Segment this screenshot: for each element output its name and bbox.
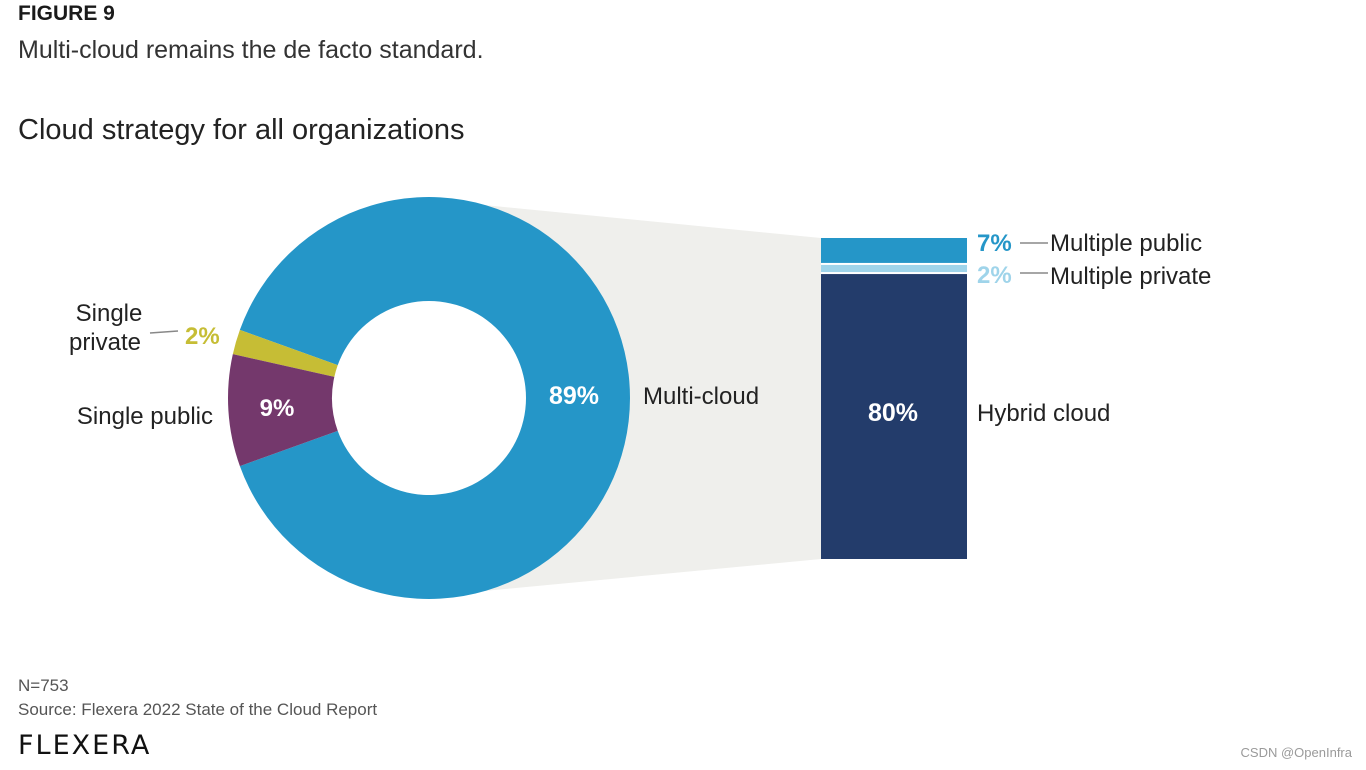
label-multi-value: 89%	[549, 382, 599, 410]
bar-segment-multiple-private	[821, 264, 967, 273]
label-mprivate-name: Multiple private	[1050, 263, 1211, 290]
label-private-value: 2%	[185, 323, 220, 350]
label-hybrid-value: 80%	[868, 399, 918, 427]
slice-single-public	[228, 354, 338, 467]
chart-title: Cloud strategy for all organizations	[18, 114, 465, 146]
slice-multi-cloud	[239, 196, 630, 600]
label-multi-name: Multi-cloud	[643, 383, 759, 410]
leader-private	[149, 330, 179, 334]
label-mprivate-value: 2%	[977, 262, 1012, 289]
label-private-name-line2: private	[69, 329, 141, 356]
figure-subtitle: Multi-cloud remains the de facto standar…	[18, 36, 484, 64]
label-public-name: Single public	[77, 403, 213, 430]
flexera-logo: FLEXERA	[18, 730, 152, 761]
watermark: CSDN @OpenInfra	[1240, 745, 1352, 760]
source-note: Source: Flexera 2022 State of the Cloud …	[18, 700, 378, 719]
label-hybrid-name: Hybrid cloud	[977, 400, 1110, 427]
bar-segment-hybrid-cloud	[821, 274, 967, 559]
label-mpublic-value: 7%	[977, 230, 1012, 257]
bar-segment-multiple-public	[821, 238, 967, 263]
sample-size-note: N=753	[18, 676, 69, 695]
label-mpublic-name: Multiple public	[1050, 230, 1202, 257]
figure-label: FIGURE 9	[18, 2, 115, 25]
label-public-value: 9%	[260, 395, 295, 422]
label-private-name-line1: Single	[76, 300, 143, 327]
slice-single-private	[232, 329, 338, 377]
